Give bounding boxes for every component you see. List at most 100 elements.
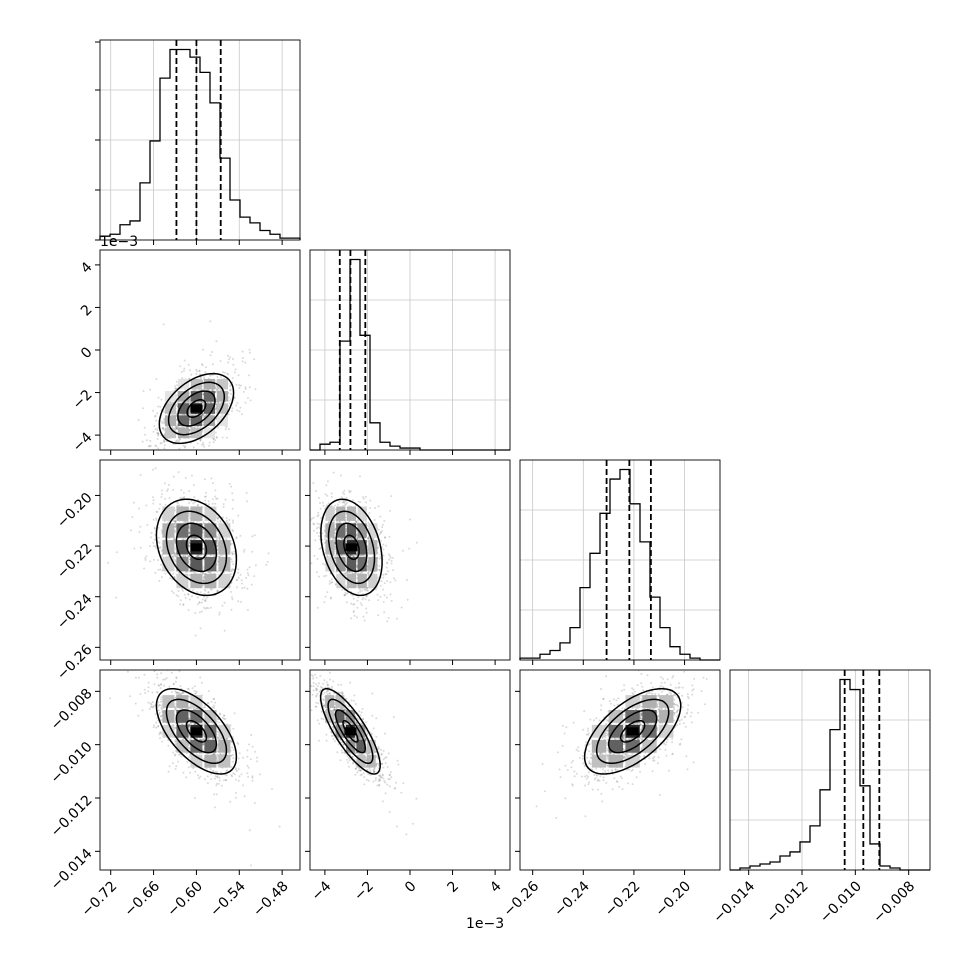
scatter-point bbox=[188, 695, 191, 698]
scatter-point bbox=[179, 413, 182, 416]
scatter-point bbox=[179, 599, 182, 602]
scatter-point bbox=[201, 416, 204, 419]
scatter-point bbox=[202, 548, 205, 551]
scatter-point bbox=[383, 536, 386, 539]
scatter-point bbox=[256, 760, 259, 763]
scatter-point bbox=[386, 620, 389, 623]
scatter-point bbox=[175, 380, 178, 383]
scatter-point bbox=[160, 696, 163, 699]
density-cell bbox=[177, 391, 189, 402]
scatter-point bbox=[160, 529, 163, 532]
scatter-point bbox=[241, 582, 243, 585]
scatter-point bbox=[160, 708, 163, 711]
scatter-point bbox=[187, 592, 190, 595]
scatter-point bbox=[216, 736, 219, 739]
scatter-point bbox=[216, 782, 218, 785]
scatter-point bbox=[226, 737, 229, 740]
scatter-point bbox=[178, 504, 181, 507]
scatter-point bbox=[196, 504, 199, 507]
scatter-point bbox=[334, 545, 337, 548]
scatter-point bbox=[172, 489, 175, 491]
scatter-point bbox=[310, 562, 313, 565]
scatter-point bbox=[248, 374, 250, 377]
scatter-point bbox=[203, 588, 206, 591]
scatter-point bbox=[176, 502, 179, 505]
scatter-body-0-1 bbox=[137, 320, 257, 450]
density-cell bbox=[190, 391, 202, 402]
scatter-point bbox=[156, 432, 159, 435]
scatter-point bbox=[193, 537, 196, 540]
scatter-point bbox=[345, 601, 348, 604]
scatter-point bbox=[216, 758, 219, 761]
scatter-point bbox=[148, 445, 151, 448]
scatter-point bbox=[157, 396, 160, 399]
scatter-point bbox=[202, 383, 205, 386]
scatter-point bbox=[377, 599, 380, 602]
scatter-point bbox=[344, 500, 347, 503]
scatter-point bbox=[160, 732, 163, 735]
scatter-point bbox=[229, 388, 232, 391]
scatter-point bbox=[366, 589, 368, 592]
scatter-point bbox=[193, 501, 196, 503]
density-cell bbox=[190, 427, 202, 439]
scatter-point bbox=[190, 537, 193, 540]
scatter-point bbox=[218, 721, 221, 724]
scatter-point bbox=[218, 613, 221, 616]
scatter-point bbox=[206, 401, 209, 404]
scatter-point bbox=[151, 705, 154, 708]
scatter-point bbox=[377, 505, 380, 508]
scatter-point bbox=[181, 377, 184, 380]
scatter-point bbox=[216, 718, 219, 721]
scatter-point bbox=[152, 468, 154, 471]
scatter-point bbox=[251, 776, 254, 779]
scatter-point bbox=[218, 776, 221, 779]
scatter-point bbox=[386, 562, 389, 565]
scatter-point bbox=[194, 612, 197, 614]
scatter-point bbox=[208, 738, 211, 741]
scatter-point bbox=[385, 573, 388, 576]
scatter-point bbox=[174, 520, 177, 522]
scatter-point bbox=[174, 560, 177, 563]
scatter-point bbox=[385, 544, 387, 547]
scatter-point bbox=[212, 769, 215, 772]
scatter-point bbox=[319, 507, 322, 510]
scatter-point bbox=[167, 770, 170, 773]
scatter-point bbox=[345, 528, 348, 531]
scatter-point bbox=[166, 489, 169, 492]
scatter-point bbox=[188, 411, 191, 414]
scatter-point bbox=[195, 707, 198, 710]
scatter-point bbox=[202, 576, 205, 579]
scatter-point bbox=[149, 439, 152, 442]
scatter-point bbox=[162, 323, 165, 326]
scatter-point bbox=[214, 431, 217, 434]
scatter-point bbox=[174, 708, 177, 711]
scatter-point bbox=[202, 584, 204, 587]
scatter-point bbox=[355, 520, 358, 523]
scatter-point bbox=[251, 745, 254, 748]
scatter-point bbox=[216, 760, 219, 763]
scatter-point bbox=[229, 385, 231, 388]
scatter-point bbox=[182, 555, 185, 557]
density-cell bbox=[204, 523, 217, 538]
scatter-point bbox=[382, 573, 385, 576]
scatter-point bbox=[184, 596, 187, 599]
scatter-point bbox=[216, 755, 219, 758]
scatter-point bbox=[192, 589, 194, 592]
scatter-point bbox=[179, 365, 182, 368]
scatter-point bbox=[227, 399, 230, 402]
scatter-point bbox=[160, 715, 163, 718]
scatter-point bbox=[156, 412, 159, 415]
density-cell bbox=[203, 415, 215, 426]
scatter-point bbox=[172, 572, 175, 575]
scatter-point bbox=[223, 629, 226, 632]
scatter-point bbox=[215, 389, 218, 391]
scatter-point bbox=[246, 749, 249, 752]
scatter-point bbox=[237, 743, 240, 745]
scatter-point bbox=[189, 520, 192, 523]
scatter-point bbox=[362, 615, 365, 618]
scatter-point bbox=[215, 340, 218, 343]
scatter-point bbox=[381, 523, 384, 526]
scatter-point bbox=[195, 373, 198, 375]
scatter-point bbox=[218, 779, 221, 782]
scatter-point bbox=[196, 707, 199, 710]
